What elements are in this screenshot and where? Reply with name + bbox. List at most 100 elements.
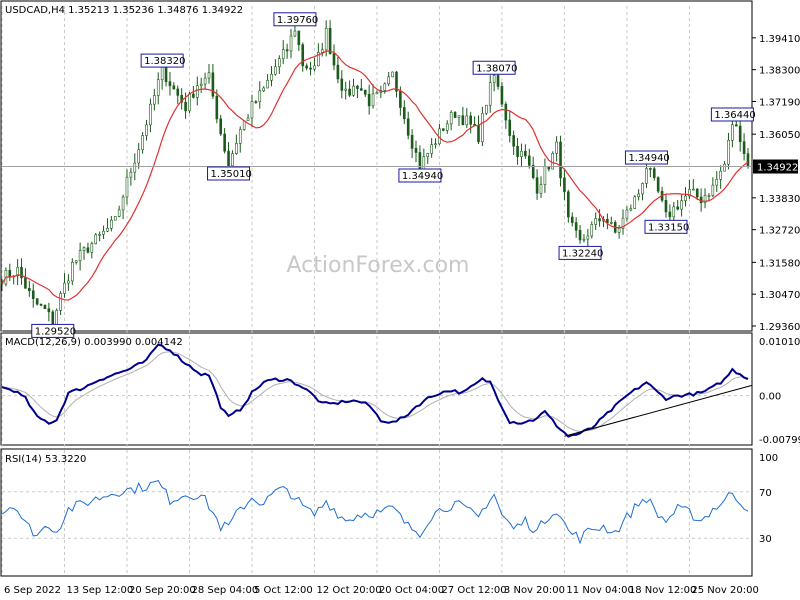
price-candle: [145, 119, 148, 141]
price-candle: [481, 106, 484, 147]
svg-text:1.38070: 1.38070: [476, 63, 517, 74]
price-candle: [20, 258, 23, 285]
price-candle: [117, 205, 121, 218]
price-candle: [695, 188, 699, 201]
price-tick-label: 1.30470: [759, 290, 800, 301]
price-candle: [367, 84, 371, 115]
macd-trendline: [564, 384, 753, 437]
price-candle: [356, 84, 359, 99]
price-candle: [563, 169, 566, 200]
macd-header: MACD(12,26,9) 0.003990 0.004142: [5, 337, 183, 348]
x-tick-label: 20 Oct 04:00: [379, 585, 444, 596]
x-tick-label: 6 Sep 2022: [4, 585, 61, 596]
price-candle: [609, 216, 613, 225]
price-candle: [641, 182, 644, 201]
price-tick-label: 1.39410: [759, 34, 800, 45]
swing-level-label: 1.39760: [273, 12, 318, 27]
price-candle: [692, 179, 695, 191]
price-candle: [242, 120, 246, 131]
macd-tick-label: 0.010103: [759, 337, 800, 348]
price-candle: [110, 215, 113, 232]
price-candle: [375, 90, 379, 95]
price-candle: [51, 309, 55, 327]
price-candle: [703, 188, 707, 209]
price-candle: [63, 273, 66, 298]
svg-text:1.34940: 1.34940: [628, 153, 669, 164]
svg-text:1.38320: 1.38320: [144, 56, 185, 67]
price-candle: [74, 260, 78, 265]
swing-level-label: 1.38320: [140, 53, 185, 68]
price-candle: [172, 82, 176, 90]
price-candle: [360, 79, 363, 91]
price-candle: [586, 228, 590, 247]
price-candle: [590, 221, 594, 239]
price-candle: [500, 81, 504, 108]
price-tick-label: 1.36050: [759, 130, 800, 141]
price-candle: [684, 187, 687, 207]
price-candle: [137, 143, 141, 169]
price-candle: [153, 88, 156, 111]
macd-signal-line: [1, 351, 749, 432]
svg-text:1.32240: 1.32240: [562, 248, 603, 259]
price-candle: [332, 44, 336, 71]
current-price-label: 1.34922: [757, 163, 798, 174]
swing-level-label: 1.29520: [31, 323, 76, 338]
price-candle: [508, 111, 512, 143]
price-candle: [235, 134, 238, 155]
rsi-tick-label: 70: [759, 488, 772, 499]
price-candle: [570, 212, 574, 227]
macd-tick-label: 0.00: [759, 392, 781, 403]
price-candle: [621, 209, 625, 235]
price-candle: [125, 169, 129, 205]
swing-level-label: 1.35010: [207, 166, 252, 181]
price-candle: [531, 156, 535, 180]
price-candle: [211, 64, 215, 99]
price-candle: [348, 80, 351, 98]
price-candle: [207, 64, 211, 84]
price-candle: [527, 148, 531, 169]
price-candle: [43, 304, 47, 310]
price-candle: [649, 167, 652, 178]
price-candle: [309, 61, 312, 76]
price-candle: [574, 217, 578, 238]
price-candle: [363, 89, 367, 97]
price-candle: [738, 118, 742, 152]
price-candle: [86, 242, 90, 254]
rsi-tick-label: 30: [759, 534, 772, 545]
price-candle: [410, 129, 414, 159]
price-candle: [203, 72, 207, 89]
price-tick-label: 1.38300: [759, 66, 800, 77]
rsi-line: [1, 480, 749, 545]
price-candle: [195, 76, 199, 106]
price-candle: [285, 43, 289, 59]
price-candle: [395, 71, 398, 98]
price-candle: [461, 106, 465, 126]
x-tick-label: 27 Oct 12:00: [441, 585, 506, 596]
price-candle: [445, 120, 449, 134]
svg-text:1.36440: 1.36440: [714, 110, 755, 121]
price-candle: [680, 194, 683, 217]
price-candle: [731, 118, 734, 148]
price-candle: [102, 225, 105, 240]
price-candle: [47, 302, 51, 322]
price-candle: [656, 176, 660, 194]
price-candle: [727, 132, 730, 170]
price-candle: [465, 108, 469, 129]
price-candle: [250, 94, 254, 128]
price-candle: [711, 177, 715, 198]
price-candle: [469, 111, 472, 134]
price-candle: [266, 74, 269, 89]
price-candle: [414, 140, 418, 163]
price-candle: [485, 104, 488, 115]
price-candle: [516, 138, 519, 165]
price-candle: [742, 133, 746, 161]
price-candle: [512, 130, 515, 155]
x-tick-label: 13 Sep 12:00: [66, 585, 133, 596]
price-candle: [535, 169, 539, 200]
price-candle: [406, 111, 410, 140]
price-candle: [492, 72, 496, 92]
price-candle: [258, 81, 262, 109]
price-candle: [633, 195, 637, 209]
svg-text:1.34940: 1.34940: [402, 171, 443, 182]
